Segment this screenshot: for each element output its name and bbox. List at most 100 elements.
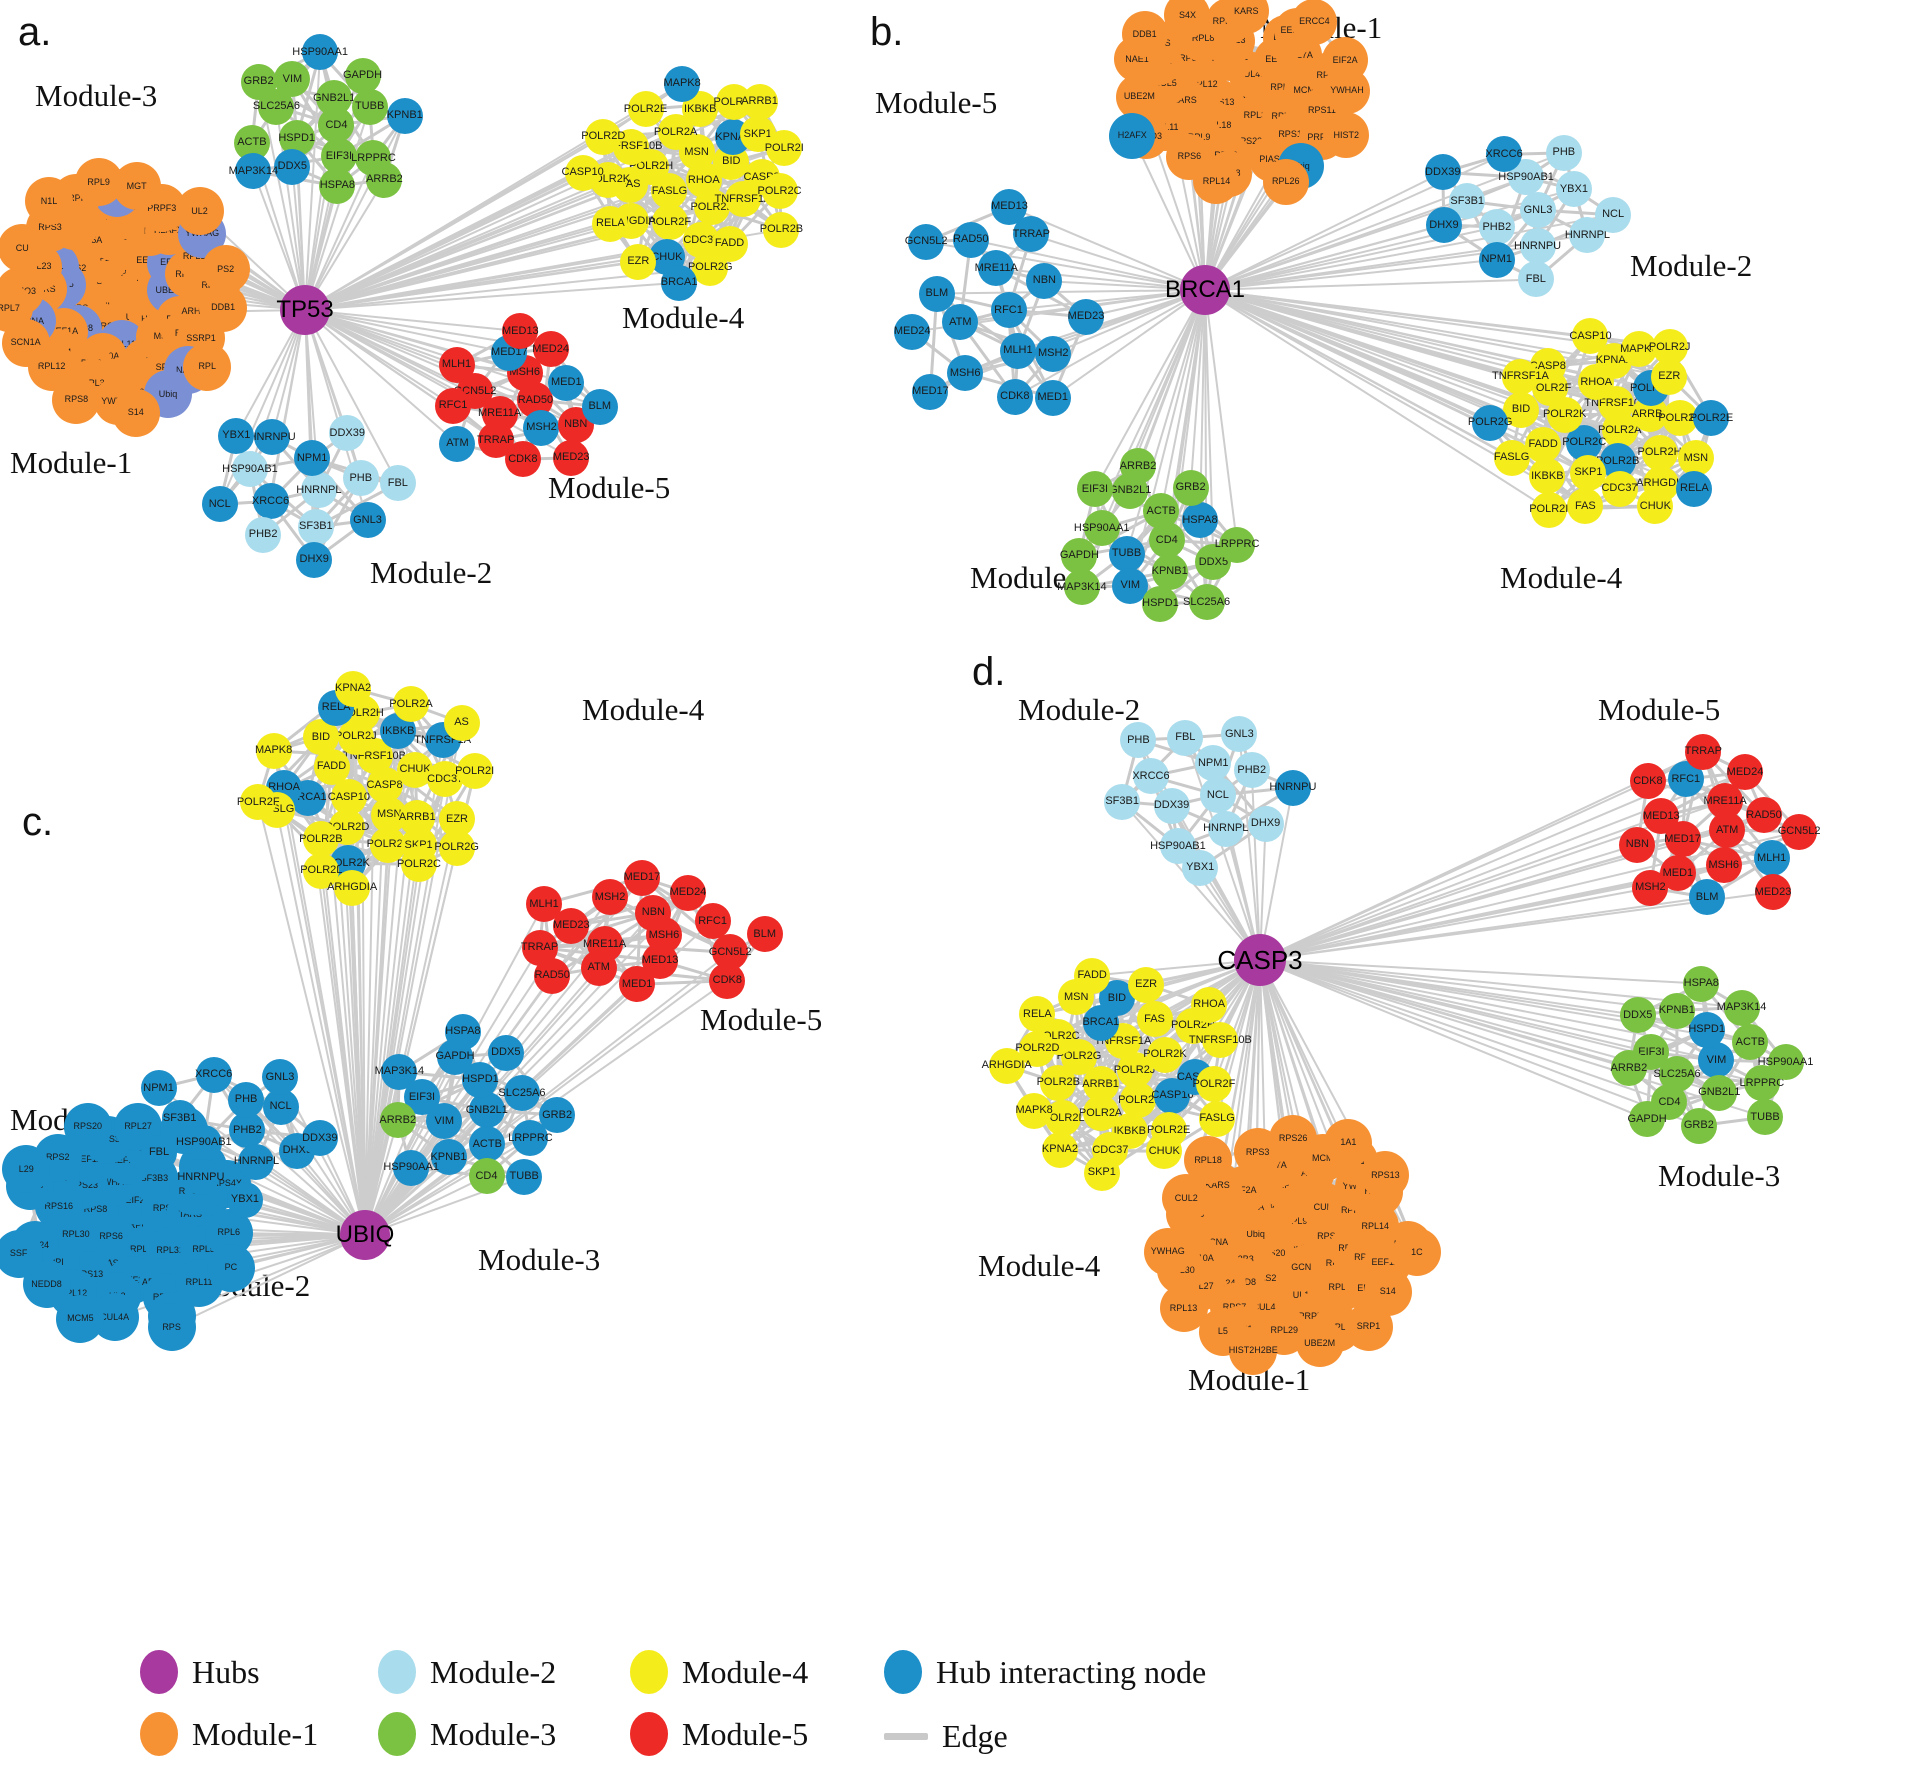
network-node[interactable]: GNL3 (1221, 716, 1258, 753)
network-node[interactable]: XRCC6 (252, 483, 289, 520)
network-node[interactable]: MAP3K14 (1057, 569, 1107, 606)
network-node[interactable]: RELA (1019, 996, 1056, 1033)
network-node[interactable]: RPL18 (1184, 1136, 1233, 1185)
network-node[interactable]: MSH2 (1632, 869, 1669, 906)
network-node[interactable]: ACTB (1143, 493, 1180, 530)
network-node[interactable]: XRCC6 (1485, 136, 1523, 173)
network-node[interactable]: YBX1 (1182, 849, 1219, 886)
hub-node[interactable]: TP53 (276, 285, 334, 335)
network-node[interactable]: POLR2I (1529, 491, 1568, 528)
network-node[interactable]: DHX9 (296, 541, 333, 578)
network-node[interactable]: POLR2F (237, 784, 280, 821)
network-node[interactable]: GRB2 (240, 63, 277, 100)
network-node[interactable]: RPS20 (63, 1102, 112, 1151)
network-node[interactable]: ARHGDIA (327, 869, 377, 906)
network-node[interactable]: ARRB2 (366, 161, 403, 198)
network-node[interactable]: MED1 (1034, 379, 1071, 416)
network-node[interactable]: PHB2 (245, 516, 282, 553)
network-node[interactable]: NBN (1026, 262, 1063, 299)
network-node[interactable]: GNB2L1 (1698, 1074, 1740, 1111)
network-node[interactable]: FADD (1525, 426, 1562, 463)
network-node[interactable]: POLR2G (1468, 404, 1512, 441)
network-node[interactable]: POLR2A (389, 686, 433, 723)
network-node[interactable]: MAP3K14 (375, 1053, 424, 1090)
network-node[interactable]: DDB1 (1121, 11, 1168, 58)
network-node[interactable]: BRCA1 (661, 264, 697, 301)
network-node[interactable]: MAPK8 (255, 732, 292, 769)
network-node[interactable]: HSPD1 (1688, 1011, 1725, 1048)
network-node[interactable]: ATM (942, 304, 979, 341)
network-node[interactable]: GNL3 (349, 502, 386, 539)
network-node[interactable]: ATM (439, 425, 476, 462)
network-node[interactable]: CDC37 (1601, 470, 1638, 507)
network-node[interactable]: DDX5 (487, 1034, 524, 1071)
network-node[interactable]: N1L (24, 177, 73, 226)
network-node[interactable]: DDX5 (1619, 997, 1656, 1034)
network-node[interactable]: PS2 (201, 245, 250, 294)
network-node[interactable]: HNRNPU (177, 1159, 224, 1196)
network-node[interactable]: NPM1 (1195, 745, 1232, 782)
network-node[interactable]: KPNB1 (430, 1139, 467, 1176)
network-node[interactable]: BLM (746, 916, 783, 953)
network-node[interactable]: TUBB (506, 1158, 543, 1195)
network-node[interactable]: PHB (1120, 722, 1157, 759)
network-node[interactable]: NPM1 (140, 1070, 177, 1107)
network-node[interactable]: YBX1 (1555, 171, 1592, 208)
network-node[interactable]: UL2 (175, 187, 224, 236)
network-node[interactable]: POLR2D (1015, 1030, 1059, 1067)
network-node[interactable]: CD4 (468, 1158, 505, 1194)
network-node[interactable]: ARRB2 (1611, 1050, 1647, 1087)
network-node[interactable]: DHX9 (1247, 805, 1284, 842)
network-node[interactable]: SKP1 (1083, 1154, 1120, 1191)
network-node[interactable]: PHB (342, 460, 379, 497)
network-node[interactable]: MCM5 (56, 1294, 105, 1343)
network-node[interactable]: HNRNPL (296, 472, 342, 509)
network-node[interactable]: POLR2F (648, 204, 691, 241)
network-node[interactable]: HIST2H2BE (1229, 1326, 1278, 1375)
network-node[interactable]: CASP10 (1569, 318, 1612, 355)
network-node[interactable]: GCN5L2 (1778, 813, 1820, 850)
network-node[interactable]: FBL (1167, 719, 1204, 756)
network-node[interactable]: HNRNPU (249, 419, 296, 456)
network-node[interactable]: TRRAP (1685, 733, 1722, 770)
network-node[interactable]: MSH2 (1035, 335, 1072, 372)
network-node[interactable]: LRPPRC (1215, 526, 1259, 563)
network-node[interactable]: POLR2G (434, 829, 479, 866)
network-node[interactable]: ATM (580, 949, 617, 986)
network-node[interactable]: GAPDH (1628, 1101, 1667, 1138)
network-node[interactable]: EIF2A (1322, 37, 1369, 84)
network-node[interactable]: POLR2B (760, 211, 803, 248)
network-node[interactable]: MSH6 (1705, 847, 1742, 884)
network-node[interactable]: DDX39 (301, 1120, 338, 1157)
network-node[interactable]: SF3B1 (297, 508, 334, 545)
network-node[interactable]: XRCC6 (1132, 758, 1170, 795)
network-node[interactable]: NPM1 (1478, 241, 1515, 278)
network-node[interactable]: ARRB2 (379, 1102, 416, 1139)
network-node[interactable]: RAD50 (952, 221, 989, 258)
network-node[interactable]: FBL (1517, 261, 1554, 298)
network-node[interactable]: GAPDH (343, 57, 382, 94)
network-node[interactable]: NBN (1619, 826, 1656, 863)
network-node[interactable]: CDK8 (1629, 763, 1666, 800)
network-node[interactable]: KPNB1 (1152, 553, 1188, 590)
network-node[interactable]: PHB (228, 1081, 265, 1118)
network-node[interactable]: RPL9 (74, 158, 123, 207)
network-node[interactable]: DDX39 (1424, 154, 1461, 191)
network-node[interactable]: GNL3 (1519, 192, 1556, 229)
network-node[interactable]: TUBB (351, 88, 388, 125)
network-node[interactable]: FBL (379, 465, 416, 502)
network-node[interactable]: MED23 (1755, 874, 1791, 911)
network-node[interactable]: 1A1 (1324, 1118, 1373, 1167)
network-node[interactable]: H2AFX (1109, 112, 1156, 159)
network-node[interactable]: CHUK (1146, 1133, 1183, 1170)
network-node[interactable]: MAPK8 (1015, 1092, 1053, 1129)
network-node[interactable]: RFC1 (435, 387, 472, 424)
network-node[interactable]: CHUK (1637, 488, 1674, 525)
network-node[interactable]: HNRNPU (1514, 228, 1561, 265)
network-node[interactable]: MED17 (912, 373, 949, 410)
network-node[interactable]: MLH1 (526, 886, 563, 923)
network-node[interactable]: MED1 (548, 364, 585, 401)
network-node[interactable]: ARRB1 (741, 83, 778, 120)
network-node[interactable]: IKBKB (1529, 458, 1566, 495)
network-node[interactable]: MSH2 (592, 879, 629, 916)
